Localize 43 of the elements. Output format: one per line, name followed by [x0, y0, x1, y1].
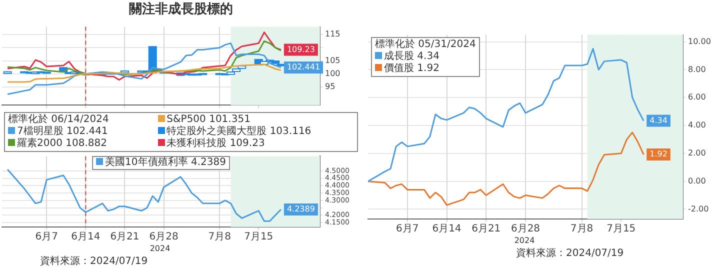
chart-title: 關注非成長股標的 — [128, 0, 234, 19]
x-tick-label: 6月28 — [510, 224, 540, 235]
legend-title: 標準化於 05/31/2024 — [375, 38, 476, 50]
x-tick-label: 6月28 — [149, 232, 178, 243]
data-label: 4.2389 — [286, 204, 315, 214]
legend-label: 未獲利科技股 109.23 — [166, 138, 266, 150]
legend-label: 特定股外之美國大型股 103.116 — [166, 126, 312, 138]
legend-label: 價值股 1.92 — [383, 62, 440, 75]
y-tick-label: 105 — [325, 56, 340, 65]
x-tick-label: 6月21 — [110, 232, 140, 243]
legend-label: 7檔明星股 102.441 — [16, 126, 109, 138]
y-tick-label: 10.00 — [688, 36, 711, 46]
y-tick-label: 100 — [325, 68, 340, 78]
data-label: 4.34 — [650, 116, 668, 125]
y-tick-label: 2.00 — [688, 148, 706, 158]
x-tick-label: 6月7 — [35, 232, 58, 243]
y-tick-label: 0.00 — [688, 176, 706, 186]
x-tick-label: 7月15 — [606, 224, 636, 235]
y-tick-label: 4.00 — [688, 120, 706, 130]
y-tick-label: 95 — [325, 82, 336, 91]
x-axis-title: 2024 — [148, 244, 172, 253]
legend-label: 美國10年債殖利率 4.2389 — [104, 157, 226, 170]
x-tick-label: 6月21 — [472, 224, 501, 235]
x-axis-title: 2024 — [513, 236, 536, 245]
data-label: 1.92 — [650, 150, 668, 159]
y-tick-label: 8.00 — [688, 64, 706, 74]
x-tick-label: 7月8 — [208, 232, 231, 243]
legend-title: 標準化於 06/14/2024 — [8, 114, 110, 126]
y-tick-label: -2.00 — [688, 204, 709, 214]
x-tick-label: 6月14 — [71, 232, 100, 243]
x-tick-label: 6月14 — [432, 224, 462, 235]
x-tick-label: 6月7 — [396, 224, 419, 235]
y-tick-label: 6.00 — [688, 92, 706, 102]
x-tick-label: 7月15 — [244, 232, 274, 243]
legend-label: S&P500 101.351 — [166, 114, 252, 126]
legend-label: 成長股 4.34 — [383, 50, 440, 63]
y-tick-label: 115 — [325, 30, 340, 39]
legend-label: 羅素2000 108.882 — [16, 138, 108, 150]
data-label: 109.23 — [286, 44, 315, 54]
data-label: 102.441 — [286, 62, 320, 72]
source-note: 資料來源：2024/07/19 — [39, 254, 149, 268]
x-tick-label: 7月8 — [570, 224, 594, 235]
source-note: 資料來源：2024/07/19 — [515, 246, 625, 260]
